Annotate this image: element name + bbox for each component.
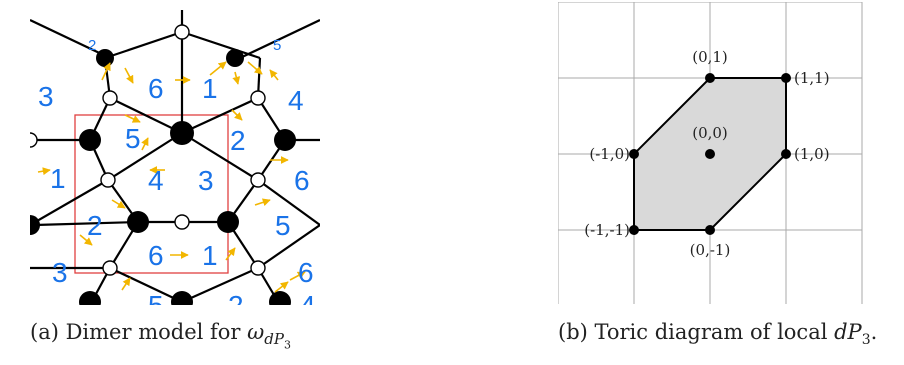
face-label: 4	[300, 290, 316, 305]
point-label: (-1,0)	[589, 145, 630, 163]
face-label: 1	[50, 163, 66, 194]
lattice-point	[629, 149, 639, 159]
face-label: 4	[288, 85, 304, 116]
point-label: (1,0)	[794, 145, 830, 163]
lattice-point	[629, 225, 639, 235]
caption-b: (b) Toric diagram of local dP3.	[558, 320, 878, 349]
lattice-point	[781, 73, 791, 83]
face-label: 6	[298, 257, 314, 288]
toric-diagram: (0,1) (1,1) (-1,0) (0,0) (1,0) (-1,-1) (0,-1)	[558, 2, 863, 304]
face-label: 5	[275, 210, 291, 241]
caption-a: (a) Dimer model for ωdP3	[30, 320, 291, 352]
face-label: 5	[148, 290, 164, 305]
point-label: (-1,-1)	[584, 221, 630, 239]
face-label: 2	[88, 37, 96, 54]
face-label: 2	[87, 210, 103, 241]
dimer-model-panel: 2 5 3 6 1 4 5 2 1 4 3 6 2 5 3 6 1 5 2 6	[30, 10, 320, 305]
arrows	[37, 61, 306, 293]
point-label: (0,0)	[692, 124, 728, 142]
face-label: 6	[148, 73, 164, 104]
white-nodes	[30, 24, 266, 276]
face-label: 4	[148, 165, 164, 196]
toric-diagram-panel: (0,1) (1,1) (-1,0) (0,0) (1,0) (-1,-1) (0,-1)	[558, 2, 863, 304]
face-labels: 2 5 3 6 1 4 5 2 1 4 3 6 2 5 3 6 1 5 2 6	[38, 37, 316, 305]
lattice-point	[705, 73, 715, 83]
face-label: 3	[38, 81, 54, 112]
face-label: 3	[198, 165, 214, 196]
lattice-point	[781, 149, 791, 159]
black-nodes	[30, 49, 296, 305]
face-label: 1	[202, 240, 218, 271]
fundamental-domain	[74, 114, 229, 274]
lattice-point	[705, 149, 715, 159]
point-label: (1,1)	[794, 69, 830, 87]
face-label: 2	[228, 290, 244, 305]
lattice-point	[705, 225, 715, 235]
face-label: 3	[52, 257, 68, 288]
lattice-points: (0,1) (1,1) (-1,0) (0,0) (1,0) (-1,-1) (0,-1)	[584, 48, 829, 259]
dimer-model-graph: 2 5 3 6 1 4 5 2 1 4 3 6 2 5 3 6 1 5 2 6	[30, 10, 320, 305]
face-label: 6	[294, 165, 310, 196]
point-label: (0,-1)	[690, 241, 731, 259]
face-label: 6	[148, 240, 164, 271]
face-label: 5	[273, 37, 281, 54]
face-label: 5	[125, 123, 141, 154]
point-label: (0,1)	[692, 48, 728, 66]
dimer-edges	[30, 10, 320, 305]
face-label: 2	[230, 125, 246, 156]
face-label: 1	[202, 73, 218, 104]
